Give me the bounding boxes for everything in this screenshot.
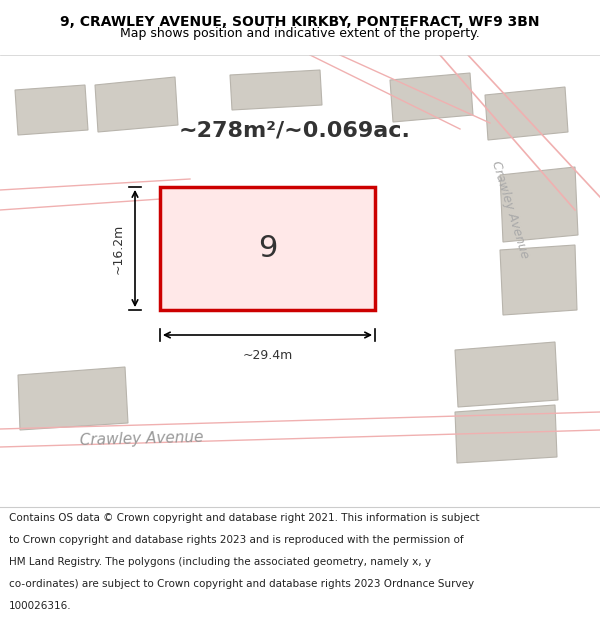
Polygon shape bbox=[440, 55, 600, 210]
Polygon shape bbox=[0, 413, 600, 447]
Text: 9, CRAWLEY AVENUE, SOUTH KIRKBY, PONTEFRACT, WF9 3BN: 9, CRAWLEY AVENUE, SOUTH KIRKBY, PONTEFR… bbox=[60, 16, 540, 29]
Text: 9: 9 bbox=[258, 234, 277, 263]
Text: to Crown copyright and database rights 2023 and is reproduced with the permissio: to Crown copyright and database rights 2… bbox=[9, 536, 464, 546]
Polygon shape bbox=[455, 405, 557, 463]
Text: Map shows position and indicative extent of the property.: Map shows position and indicative extent… bbox=[120, 27, 480, 39]
Polygon shape bbox=[230, 70, 322, 110]
Text: ~29.4m: ~29.4m bbox=[242, 349, 293, 362]
Text: ~278m²/~0.069ac.: ~278m²/~0.069ac. bbox=[179, 120, 411, 140]
Text: ~16.2m: ~16.2m bbox=[112, 223, 125, 274]
Text: Contains OS data © Crown copyright and database right 2021. This information is : Contains OS data © Crown copyright and d… bbox=[9, 513, 479, 523]
Text: Crawley Avenue: Crawley Avenue bbox=[489, 159, 531, 261]
Polygon shape bbox=[18, 367, 128, 430]
Polygon shape bbox=[500, 167, 578, 242]
Polygon shape bbox=[160, 187, 375, 310]
Polygon shape bbox=[455, 342, 558, 407]
Polygon shape bbox=[500, 245, 577, 315]
Polygon shape bbox=[485, 87, 568, 140]
Text: co-ordinates) are subject to Crown copyright and database rights 2023 Ordnance S: co-ordinates) are subject to Crown copyr… bbox=[9, 579, 474, 589]
Polygon shape bbox=[95, 77, 178, 132]
Text: HM Land Registry. The polygons (including the associated geometry, namely x, y: HM Land Registry. The polygons (includin… bbox=[9, 558, 431, 568]
Text: Crawley Avenue: Crawley Avenue bbox=[80, 430, 204, 448]
Text: 100026316.: 100026316. bbox=[9, 601, 71, 611]
Polygon shape bbox=[390, 73, 473, 122]
Polygon shape bbox=[15, 85, 88, 135]
